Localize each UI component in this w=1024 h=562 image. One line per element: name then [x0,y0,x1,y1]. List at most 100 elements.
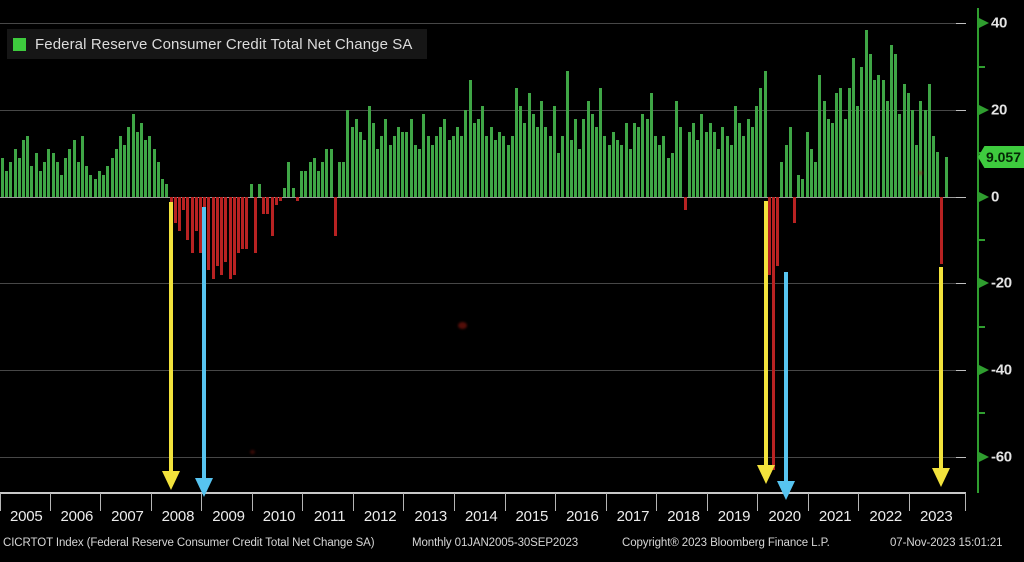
bar [131,114,135,197]
bar [215,196,219,267]
bar [696,140,700,197]
bar [624,123,628,197]
x-axis-year-tick [504,493,506,511]
bar [422,114,426,197]
y-axis-tick-arrow-icon [979,191,989,202]
y-axis-label: -60 [991,448,1012,466]
bar [734,105,738,197]
bar [641,114,645,197]
bar [767,196,771,275]
bar [388,144,392,197]
bar [843,118,847,197]
gridline--60 [0,456,966,458]
bar [809,149,813,197]
x-axis-year-label: 2015 [515,508,549,525]
bar [439,127,443,197]
y-axis-label: 40 [991,14,1008,32]
bar [599,88,603,197]
plot-edge-tick [956,370,966,372]
bar [295,196,299,202]
bar [603,136,607,197]
bar [354,118,358,197]
plot-edge-tick [956,196,966,198]
x-axis-year-label: 2014 [464,508,498,525]
y-axis-label: 0 [991,188,1000,206]
bar [826,118,830,197]
arrow-blue-2020-head-icon [777,481,795,500]
bar [898,114,902,197]
bar [885,101,889,197]
bar [321,162,325,197]
bar [173,196,177,223]
bar [17,157,21,197]
bar [793,196,797,223]
bar [123,144,127,197]
last-value-badge: 9.057 [978,146,1024,168]
bar [102,175,106,197]
bar [493,140,497,197]
bar [687,131,691,197]
bar [927,83,931,197]
bar [919,101,923,197]
bar [468,79,472,197]
bar [784,144,788,197]
bar [316,170,320,197]
legend-label: Federal Reserve Consumer Credit Total Ne… [35,35,413,53]
bar [906,92,910,197]
bar [822,101,826,197]
bar [144,140,148,197]
x-axis-year-tick [757,493,759,511]
bar [814,162,818,197]
plot-edge-tick [956,456,966,458]
bar [106,166,110,197]
bar [873,79,877,197]
bar [59,175,63,197]
bar [514,88,518,197]
bar [350,127,354,197]
bar [485,136,489,197]
x-axis-year-tick [706,493,708,511]
plot-edge-tick [956,283,966,285]
bar [611,131,615,197]
bar [304,170,308,197]
chart-legend[interactable]: Federal Reserve Consumer Credit Total Ne… [7,29,427,59]
bar [283,188,287,197]
x-axis-year-tick [251,493,253,511]
bar [805,131,809,197]
bar [110,157,114,197]
bar [788,127,792,197]
x-axis-year-label: 2021 [818,508,852,525]
bar [780,162,784,197]
bar [460,136,464,197]
bar [207,196,211,271]
bar [472,123,476,197]
bar [253,196,257,254]
y-axis-minor-tick [978,325,985,328]
arrow-yellow-2008-shaft [169,202,173,473]
bar [590,114,594,197]
bar [161,179,165,197]
bar [557,153,561,197]
bar [5,170,9,197]
bar [291,188,295,197]
bar [287,162,291,197]
bar [498,131,502,197]
bar [531,114,535,197]
bar [502,136,506,197]
bar [691,123,695,197]
x-axis-year-tick [605,493,607,511]
bar [430,144,434,197]
bar [565,70,569,197]
bar [944,157,948,197]
y-axis-line [977,8,979,493]
bar [683,196,687,210]
bar [76,162,80,197]
x-axis-year-label: 2023 [919,508,953,525]
bar [38,170,42,197]
bar [776,196,780,267]
x-axis-year-tick [656,493,658,511]
bar [746,118,750,197]
bar [300,170,304,197]
bar [127,127,131,197]
bar [456,127,459,197]
